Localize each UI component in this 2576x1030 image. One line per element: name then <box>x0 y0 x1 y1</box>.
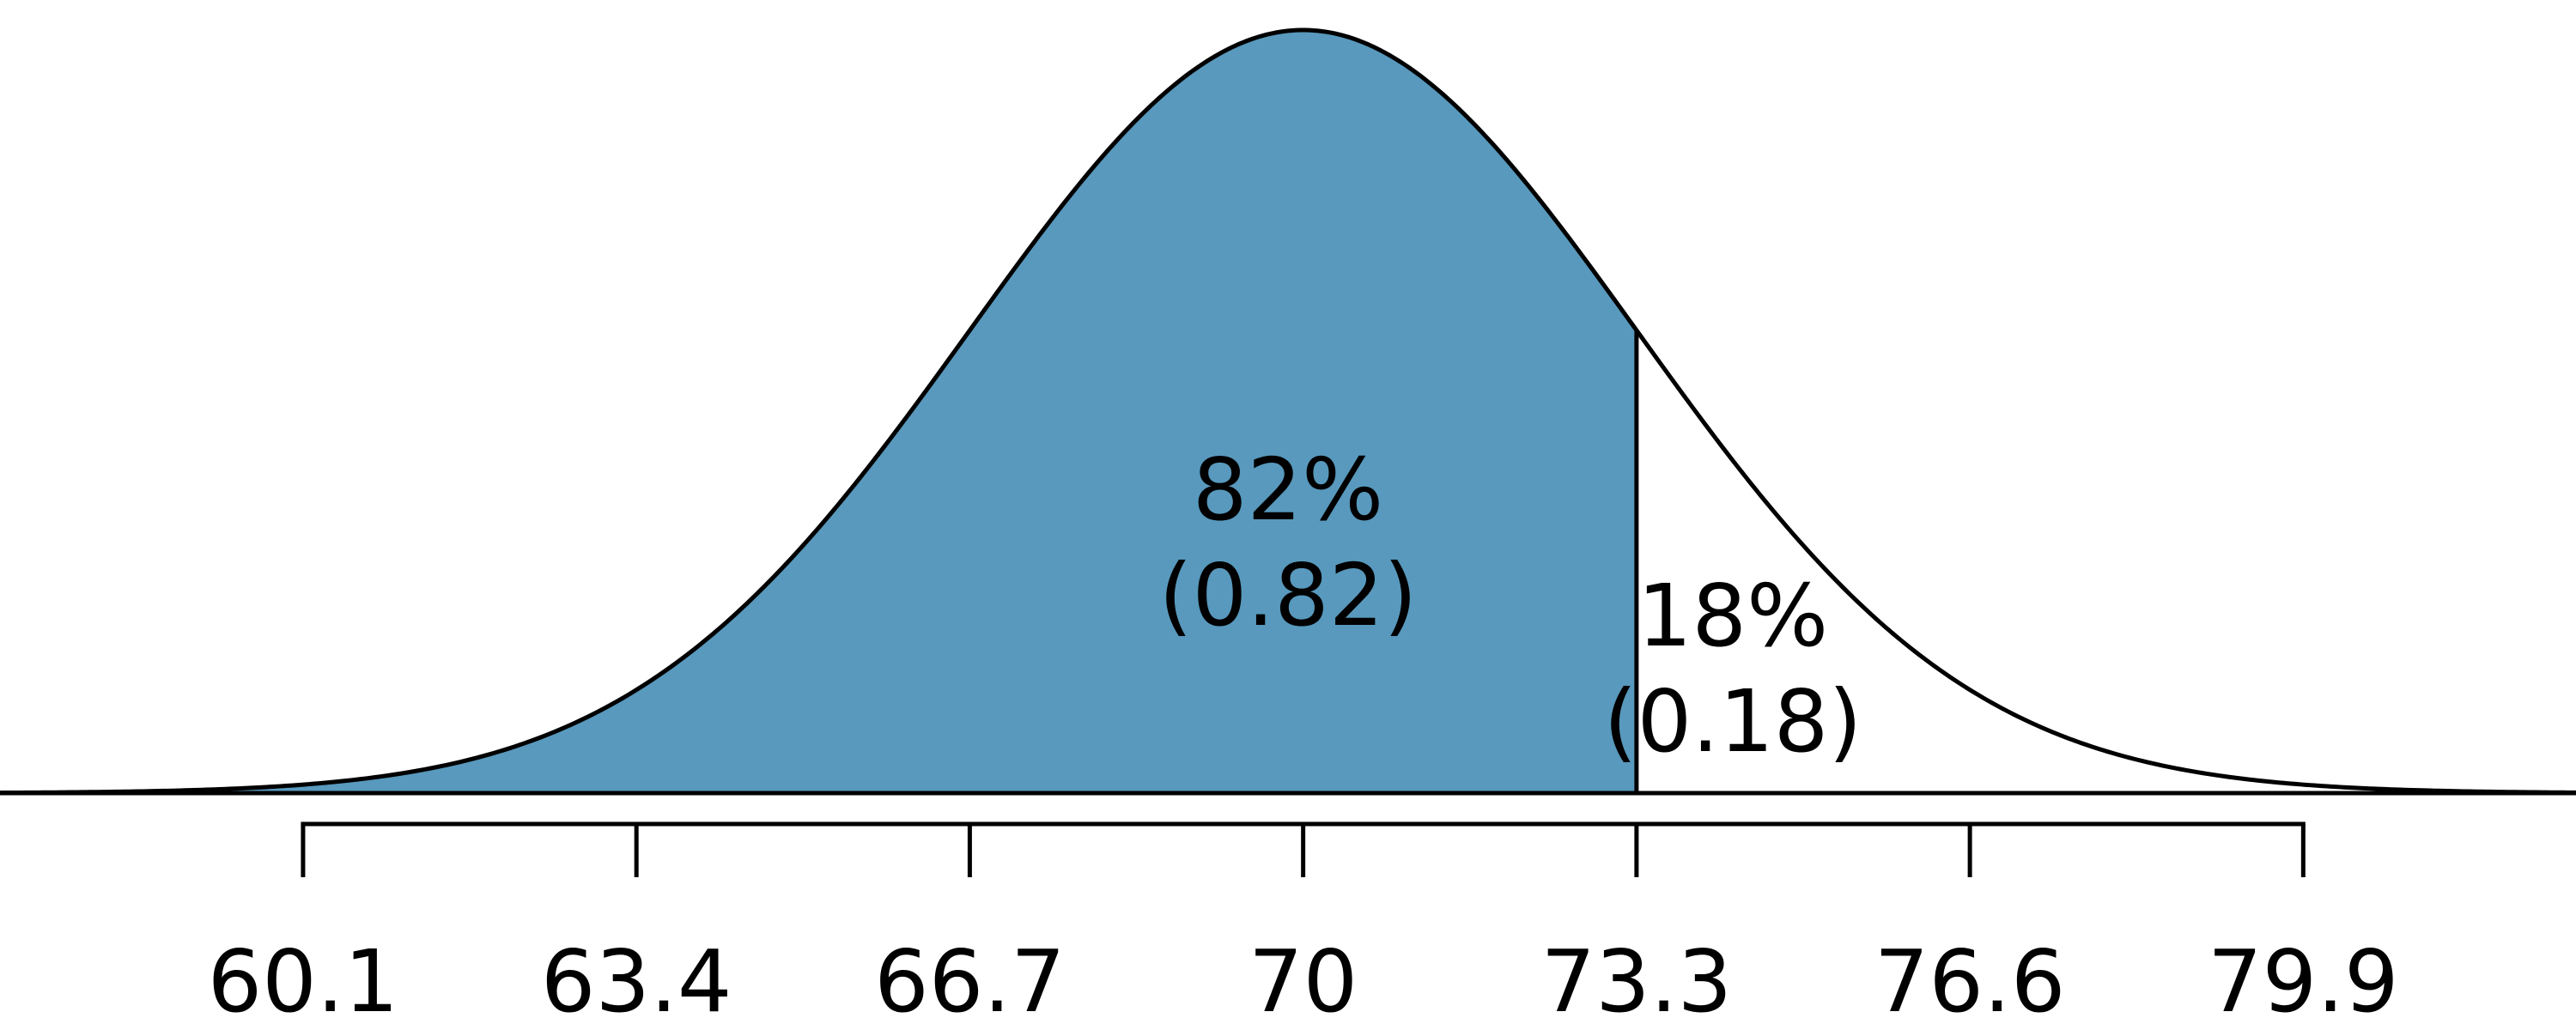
shaded-region-left <box>0 30 1637 793</box>
x-tick-label: 76.6 <box>1874 931 2066 1030</box>
x-tick-label: 66.7 <box>874 931 1066 1030</box>
region-label-right: 18% (0.18) <box>1604 566 1862 772</box>
x-axis-ticks: 60.1 63.4 66.7 70 73.3 76.6 79.9 <box>208 824 2399 1030</box>
region-label-left: 82% (0.82) <box>1159 439 1418 645</box>
x-tick-label: 60.1 <box>208 931 399 1030</box>
density-curve <box>0 27 2576 796</box>
right-percent-label: 18% <box>1637 566 1828 666</box>
x-tick-label: 79.9 <box>2208 931 2399 1030</box>
right-proportion-label: (0.18) <box>1604 671 1862 772</box>
x-tick-label: 63.4 <box>541 931 732 1030</box>
x-tick-label: 73.3 <box>1541 931 1733 1030</box>
left-percent-label: 82% <box>1193 439 1383 540</box>
left-proportion-label: (0.82) <box>1159 545 1418 645</box>
x-axis: 60.1 63.4 66.7 70 73.3 76.6 79.9 <box>208 821 2399 1030</box>
x-tick-label: 70 <box>1249 931 1358 1030</box>
